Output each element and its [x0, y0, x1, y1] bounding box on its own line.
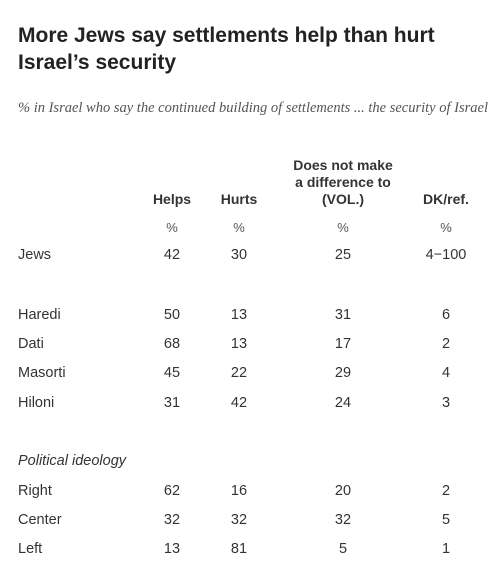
table-cell-value: 31 [334, 307, 352, 323]
table-cell-value: 31 [163, 395, 181, 411]
table-cell-value: 2 [441, 336, 451, 352]
table-cell-value: 13 [230, 307, 248, 323]
unit-label: % [337, 220, 349, 235]
table-cell-value: 20 [334, 483, 352, 499]
table-cell-value: 1 [441, 541, 451, 557]
table-cell-value: 29 [334, 365, 352, 381]
unit-label: % [166, 220, 178, 235]
table-cell-value: 24 [334, 395, 352, 411]
unit-label: % [440, 220, 452, 235]
table-cell-value: 5 [338, 541, 348, 557]
row-label: Left [18, 541, 43, 557]
table-cell-value: 3 [441, 395, 451, 411]
row-label: Haredi [18, 307, 61, 323]
row-label: Right [18, 483, 52, 499]
table-cell-value: 81 [230, 541, 248, 557]
column-header: DK/ref. [423, 191, 469, 207]
chart-subtitle: % in Israel who say the continued buildi… [18, 100, 488, 116]
table-cell-value: 32 [334, 512, 352, 528]
table-cell-value: 13 [230, 336, 248, 352]
table-cell-value: 62 [163, 483, 181, 499]
row-label: Jews [18, 247, 52, 263]
table-cell-value: 6 [441, 307, 451, 323]
table-cell-value: 42 [163, 247, 181, 263]
table-cell-value: 4−100 [425, 247, 467, 263]
table-cell-value: 68 [163, 336, 181, 352]
table-cell-value: 32 [230, 512, 248, 528]
table-cell-value: 42 [230, 395, 248, 411]
row-label: Center [18, 512, 62, 528]
column-header-line: Does not make [293, 157, 393, 173]
table-cell-value: 50 [163, 307, 181, 323]
table-cell-value: 22 [230, 365, 248, 381]
unit-label: % [233, 220, 245, 235]
table-cell-value: 45 [163, 365, 181, 381]
table-cell-value: 13 [163, 541, 181, 557]
table-cell-value: 2 [441, 483, 451, 499]
table-cell-value: 25 [334, 247, 352, 263]
column-header-line: a difference to [295, 174, 391, 190]
column-header: Helps [152, 191, 192, 207]
row-label: Dati [18, 336, 44, 352]
column-header: Does not make a difference to (VOL.) [273, 157, 413, 208]
table-cell-value: 5 [441, 512, 451, 528]
row-label: Hiloni [18, 395, 55, 411]
column-header-line: (VOL.) [322, 191, 364, 207]
table-cell-value: 32 [163, 512, 181, 528]
column-header: Hurts [220, 191, 258, 207]
table-cell-value: 4 [441, 365, 451, 381]
row-label: Masorti [18, 365, 66, 381]
chart-title: More Jews say settlements help than hurt… [18, 24, 435, 74]
section-label: Political ideology [18, 453, 127, 469]
table-cell-value: 30 [230, 247, 248, 263]
table-cell-value: 17 [334, 336, 352, 352]
table-cell-value: 16 [230, 483, 248, 499]
